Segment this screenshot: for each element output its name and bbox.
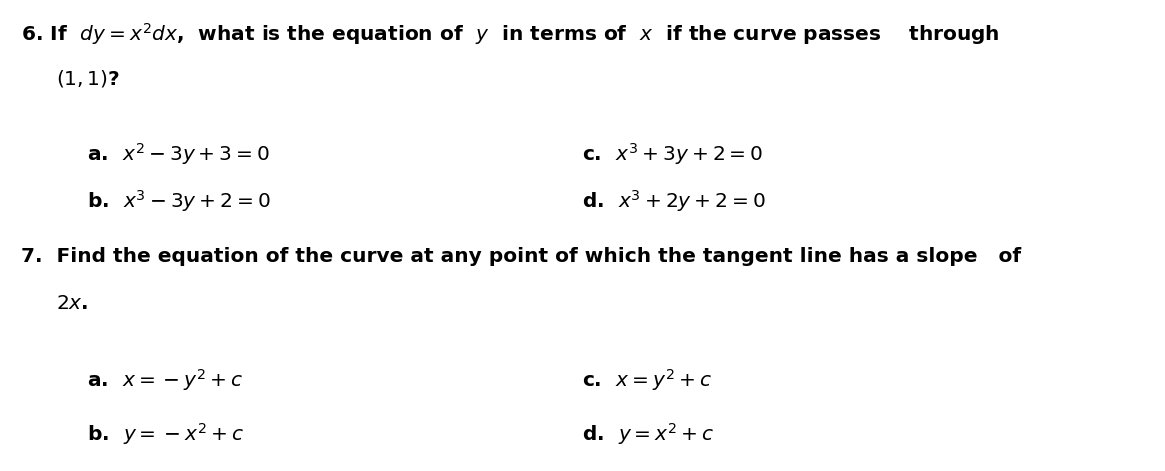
- Text: a.  $x^2 - 3y + 3 = 0$: a. $x^2 - 3y + 3 = 0$: [87, 141, 270, 167]
- Text: 6. If  $dy = x^2dx$,  what is the equation of  $y$  in terms of  $x$  if the cur: 6. If $dy = x^2dx$, what is the equation…: [21, 21, 1000, 47]
- Text: c.  $x = y^2 + c$: c. $x = y^2 + c$: [582, 367, 713, 393]
- Text: b.  $y = -x^2 + c$: b. $y = -x^2 + c$: [87, 422, 245, 447]
- Text: c.  $x^3 + 3y + 2 = 0$: c. $x^3 + 3y + 2 = 0$: [582, 141, 763, 167]
- Text: d.  $y = x^2 + c$: d. $y = x^2 + c$: [582, 422, 715, 447]
- Text: $(1, 1)$?: $(1, 1)$?: [56, 68, 120, 89]
- Text: $2x$.: $2x$.: [56, 294, 89, 313]
- Text: a.  $x = -y^2 + c$: a. $x = -y^2 + c$: [87, 367, 243, 393]
- Text: 7.  Find the equation of the curve at any point of which the tangent line has a : 7. Find the equation of the curve at any…: [21, 247, 1021, 266]
- Text: d.  $x^3 + 2y + 2 = 0$: d. $x^3 + 2y + 2 = 0$: [582, 188, 767, 214]
- Text: b.  $x^3 - 3y + 2 = 0$: b. $x^3 - 3y + 2 = 0$: [87, 188, 271, 214]
